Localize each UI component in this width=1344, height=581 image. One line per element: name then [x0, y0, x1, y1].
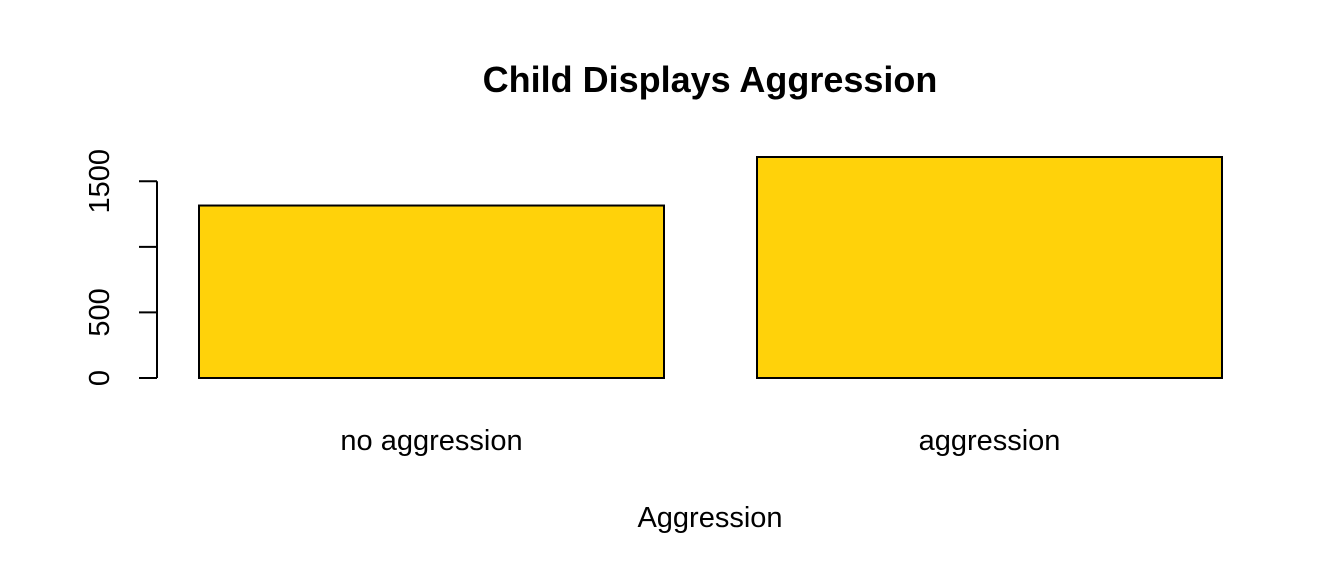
x-axis: no aggression aggression: [340, 425, 1060, 457]
x-axis-label: Aggression: [637, 502, 782, 534]
x-tick-label: no aggression: [340, 425, 522, 457]
bar-no-aggression: [198, 204, 665, 379]
chart-title: Child Displays Aggression: [483, 59, 938, 100]
x-tick-label: aggression: [919, 425, 1061, 457]
bar-aggression: [756, 156, 1223, 379]
y-tick-label: 1500: [84, 149, 116, 214]
y-tick-label: 500: [84, 288, 116, 336]
bars-layer: [198, 156, 1223, 379]
y-tick-label: 0: [84, 370, 116, 386]
y-axis: 0 500 1500: [84, 149, 158, 386]
